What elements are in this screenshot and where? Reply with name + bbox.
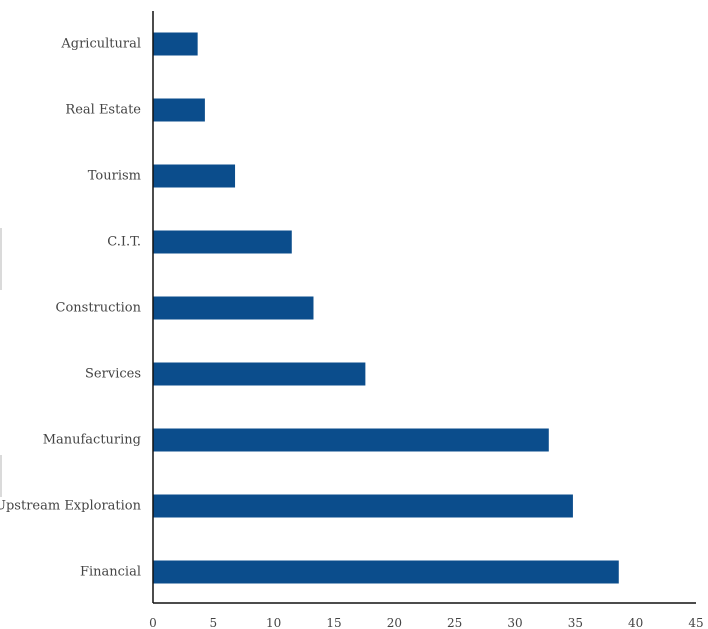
x-tick-label-40: 40	[628, 616, 643, 629]
category-labels: Agricultural Real Estate Tourism C.I.T. Cons…	[0, 37, 142, 580]
bar-construction	[153, 296, 314, 320]
x-tick-labels: 0 5 10 15 20 25 30 35 40 45	[149, 616, 703, 629]
x-tick-label-5: 5	[210, 616, 218, 629]
category-label-manufacturing: Manufacturing	[43, 433, 141, 448]
bar-tourism	[153, 164, 236, 188]
category-label-services: Services	[85, 367, 141, 382]
bar-c-i-t	[153, 230, 292, 254]
category-label-agricultural: Agricultural	[60, 37, 141, 52]
category-label-construction: Construction	[56, 301, 142, 316]
x-tick-label-30: 30	[507, 616, 522, 629]
category-label-tourism: Tourism	[88, 169, 141, 184]
bar-real-estate	[153, 98, 205, 122]
bar-agricultural	[153, 32, 198, 56]
bar-financial	[153, 560, 619, 584]
x-tick-label-25: 25	[447, 616, 462, 629]
category-label-real-estate: Real Estate	[65, 103, 141, 118]
x-tick-label-0: 0	[149, 616, 157, 629]
category-label-financial: Financial	[80, 565, 141, 580]
x-tick-label-10: 10	[266, 616, 281, 629]
bar-services	[153, 362, 366, 386]
bar-upstream-exploration	[153, 494, 573, 518]
x-tick-label-45: 45	[688, 616, 703, 629]
x-tick-label-35: 35	[568, 616, 583, 629]
bars-group	[153, 32, 619, 584]
category-label-upstream-exploration: Upstream Exploration	[0, 499, 142, 514]
category-label-c-i-t: C.I.T.	[107, 235, 141, 250]
x-tick-label-15: 15	[326, 616, 341, 629]
x-tick-label-20: 20	[387, 616, 402, 629]
bar-manufacturing	[153, 428, 549, 452]
